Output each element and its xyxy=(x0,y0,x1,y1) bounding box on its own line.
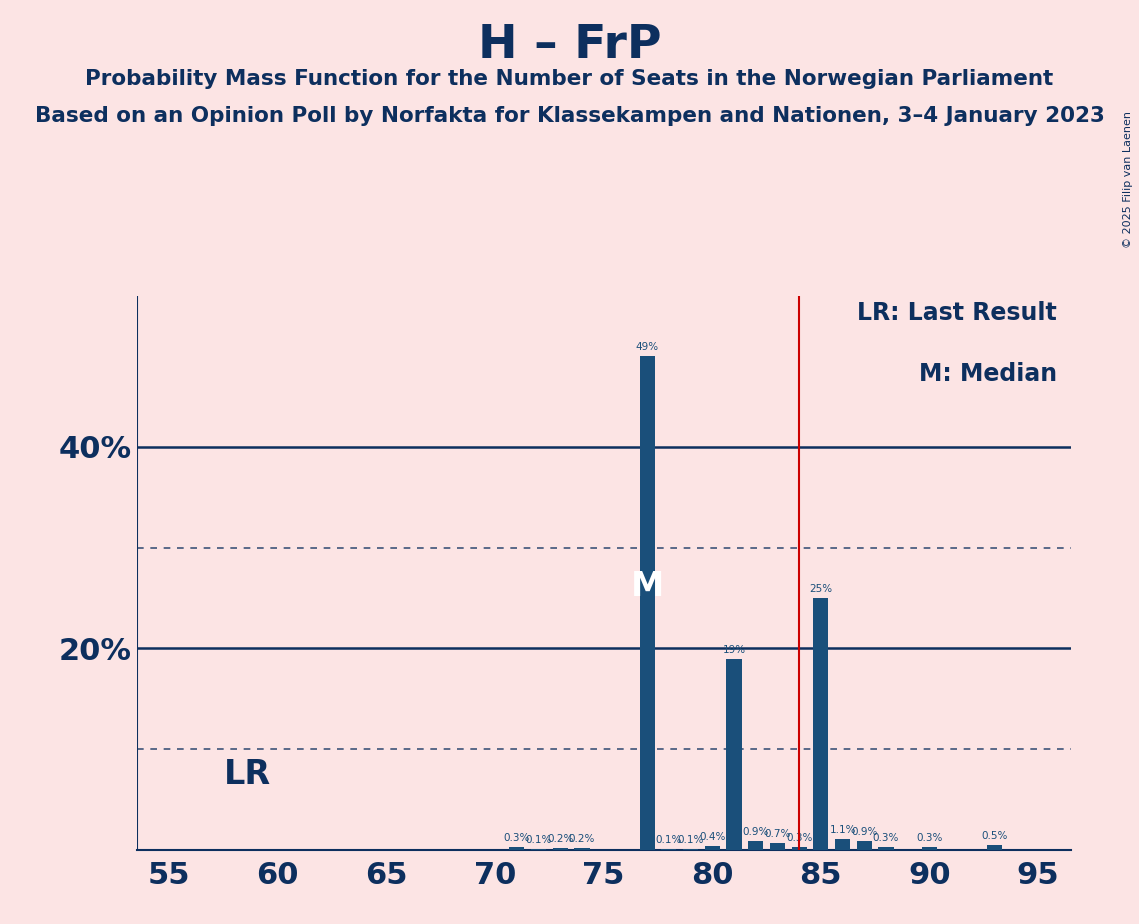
Text: 0.3%: 0.3% xyxy=(872,833,899,843)
Text: 0.1%: 0.1% xyxy=(656,835,682,845)
Text: 0.5%: 0.5% xyxy=(982,831,1008,841)
Text: 0.9%: 0.9% xyxy=(851,827,877,837)
Bar xyxy=(574,848,590,850)
Text: M: M xyxy=(631,570,664,603)
Text: 0.2%: 0.2% xyxy=(547,834,573,844)
Text: LR: LR xyxy=(223,758,271,791)
Text: 0.1%: 0.1% xyxy=(678,835,704,845)
Text: Based on an Opinion Poll by Norfakta for Klassekampen and Nationen, 3–4 January : Based on an Opinion Poll by Norfakta for… xyxy=(34,106,1105,127)
Text: 25%: 25% xyxy=(810,584,833,594)
Bar xyxy=(683,849,698,850)
Bar xyxy=(662,849,677,850)
Bar xyxy=(531,849,546,850)
Text: LR: Last Result: LR: Last Result xyxy=(857,301,1057,325)
Bar xyxy=(988,845,1002,850)
Text: 0.3%: 0.3% xyxy=(786,833,812,843)
Text: 0.7%: 0.7% xyxy=(764,829,790,839)
Text: M: Median: M: Median xyxy=(918,362,1057,386)
Text: 0.9%: 0.9% xyxy=(743,827,769,837)
Text: 19%: 19% xyxy=(722,645,746,654)
Bar xyxy=(748,841,763,850)
Bar xyxy=(770,843,785,850)
Text: 1.1%: 1.1% xyxy=(829,825,855,835)
Bar xyxy=(639,356,655,850)
Bar xyxy=(552,848,568,850)
Text: 0.2%: 0.2% xyxy=(568,834,596,844)
Text: 0.1%: 0.1% xyxy=(525,835,551,845)
Text: Probability Mass Function for the Number of Seats in the Norwegian Parliament: Probability Mass Function for the Number… xyxy=(85,69,1054,90)
Bar xyxy=(509,847,524,850)
Text: 0.3%: 0.3% xyxy=(916,833,943,843)
Text: © 2025 Filip van Laenen: © 2025 Filip van Laenen xyxy=(1123,111,1133,248)
Bar xyxy=(705,846,720,850)
Bar xyxy=(921,847,937,850)
Bar xyxy=(792,847,806,850)
Text: 0.4%: 0.4% xyxy=(699,832,726,842)
Text: 49%: 49% xyxy=(636,342,658,352)
Bar xyxy=(857,841,872,850)
Bar xyxy=(813,598,828,850)
Text: H – FrP: H – FrP xyxy=(477,23,662,68)
Bar xyxy=(878,847,894,850)
Bar xyxy=(835,839,850,850)
Text: 0.3%: 0.3% xyxy=(503,833,530,843)
Bar xyxy=(727,659,741,850)
